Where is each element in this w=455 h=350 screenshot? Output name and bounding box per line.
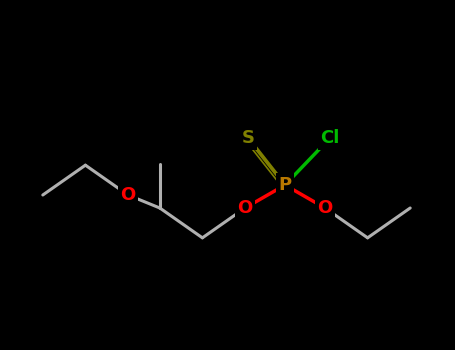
Text: O: O <box>121 186 136 204</box>
Text: O: O <box>238 199 253 217</box>
Text: O: O <box>318 199 333 217</box>
Text: P: P <box>278 176 292 194</box>
Text: S: S <box>242 129 254 147</box>
Text: Cl: Cl <box>320 129 340 147</box>
